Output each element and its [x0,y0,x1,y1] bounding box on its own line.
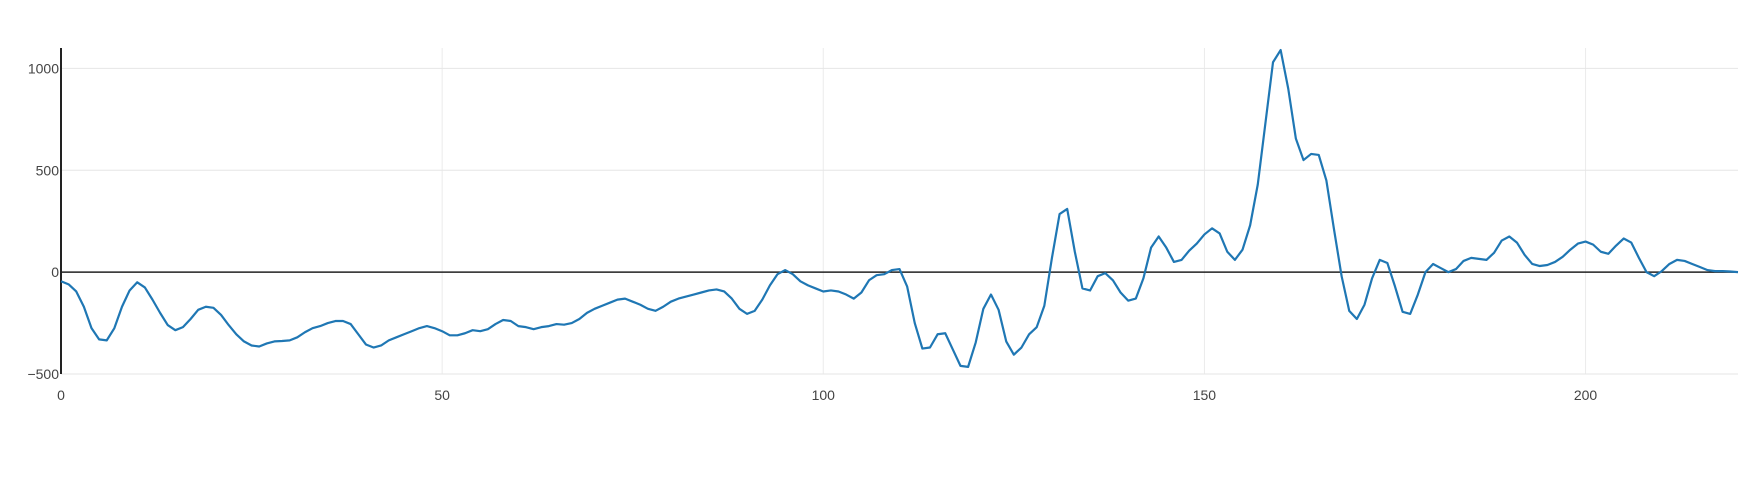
x-tick-label: 50 [434,387,450,403]
series-line [60,48,1739,368]
y-tick-label: 500 [36,162,60,178]
y-tick-label: −500 [27,366,59,382]
y-tick-label: 1000 [28,60,59,76]
tick-labels: 0 50 100 150 200 −500 0 500 1000 [27,60,1597,403]
grid [61,48,1738,375]
axes [60,48,1738,374]
x-tick-label: 0 [57,387,65,403]
x-tick-label: 150 [1193,387,1217,403]
y-tick-label: 0 [51,264,59,280]
x-tick-label: 100 [812,387,836,403]
x-tick-label: 200 [1574,387,1598,403]
series-layer [60,48,1739,368]
